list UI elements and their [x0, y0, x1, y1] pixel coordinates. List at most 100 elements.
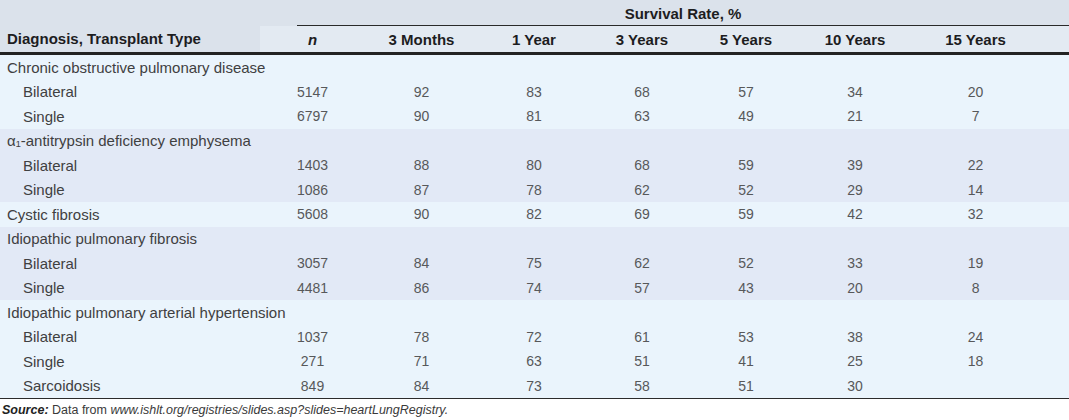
value-cell: 72: [478, 325, 590, 350]
value-cell: 42: [798, 202, 912, 227]
value-cell: 22: [912, 153, 1069, 178]
diagnosis-cell: Single: [0, 349, 260, 374]
table-row: Sarcoidosis8498473585130: [0, 374, 1069, 399]
value-cell: 86: [365, 276, 478, 301]
value-cell: 18: [912, 349, 1069, 374]
value-cell: 5608: [260, 202, 365, 227]
value-cell: 78: [365, 325, 478, 350]
value-cell: 41: [694, 349, 798, 374]
value-cell: [365, 300, 478, 325]
value-cell: 1403: [260, 153, 365, 178]
spanner-row: Diagnosis, Transplant Type Survival Rate…: [0, 0, 1069, 26]
value-cell: [365, 129, 478, 154]
value-cell: 4481: [260, 276, 365, 301]
value-cell: [260, 54, 365, 80]
table-row: Single448186745743208: [0, 276, 1069, 301]
value-cell: [365, 54, 478, 80]
source-note: Source: Data from www.ishlt.org/registri…: [0, 399, 1069, 417]
value-cell: 24: [912, 325, 1069, 350]
value-cell: 3057: [260, 251, 365, 276]
value-cell: 34: [798, 80, 912, 105]
value-cell: 25: [798, 349, 912, 374]
diagnosis-cell: Bilateral: [0, 251, 260, 276]
value-cell: 68: [590, 80, 694, 105]
value-cell: 75: [478, 251, 590, 276]
diagnosis-cell: Idiopathic pulmonary fibrosis: [0, 227, 260, 252]
value-cell: [912, 129, 1069, 154]
value-cell: 81: [478, 104, 590, 129]
value-cell: 29: [798, 178, 912, 203]
source-label: Source:: [2, 403, 49, 417]
value-cell: 14: [912, 178, 1069, 203]
value-cell: 20: [912, 80, 1069, 105]
value-cell: [694, 227, 798, 252]
value-cell: 39: [798, 153, 912, 178]
value-cell: 57: [590, 276, 694, 301]
diagnosis-cell: Bilateral: [0, 325, 260, 350]
value-cell: 1086: [260, 178, 365, 203]
value-cell: [798, 227, 912, 252]
column-header-15-years: 15 Years: [912, 26, 1069, 54]
value-cell: [798, 300, 912, 325]
value-cell: 58: [590, 374, 694, 399]
value-cell: 74: [478, 276, 590, 301]
value-cell: [912, 374, 1069, 399]
diagnosis-cell: Single: [0, 276, 260, 301]
value-cell: [590, 129, 694, 154]
table-row: Cystic fibrosis5608908269594232: [0, 202, 1069, 227]
diagnosis-cell: Cystic fibrosis: [0, 202, 260, 227]
column-header-10-years: 10 Years: [798, 26, 912, 54]
value-cell: [478, 300, 590, 325]
value-cell: 57: [694, 80, 798, 105]
value-cell: 8: [912, 276, 1069, 301]
value-cell: 21: [798, 104, 912, 129]
table-row: Bilateral1037787261533824: [0, 325, 1069, 350]
value-cell: 51: [694, 374, 798, 399]
survival-rate-spanner-label: Survival Rate, %: [297, 0, 1069, 26]
diagnosis-cell: Sarcoidosis: [0, 374, 260, 399]
value-cell: 69: [590, 202, 694, 227]
source-text: Data from: [49, 403, 111, 417]
value-cell: [478, 227, 590, 252]
table-row: Bilateral1403888068593922: [0, 153, 1069, 178]
table-figure: Diagnosis, Transplant Type Survival Rate…: [0, 0, 1069, 420]
value-cell: 1037: [260, 325, 365, 350]
value-cell: [798, 129, 912, 154]
value-cell: [694, 129, 798, 154]
diagnosis-cell: α₁-antitrypsin deficiency emphysema: [0, 129, 260, 154]
value-cell: 20: [798, 276, 912, 301]
value-cell: 61: [590, 325, 694, 350]
value-cell: 52: [694, 251, 798, 276]
diagnosis-cell: Bilateral: [0, 80, 260, 105]
value-cell: 62: [590, 178, 694, 203]
value-cell: 52: [694, 178, 798, 203]
value-cell: [365, 227, 478, 252]
value-cell: 51: [590, 349, 694, 374]
value-cell: 84: [365, 251, 478, 276]
value-cell: 49: [694, 104, 798, 129]
value-cell: [912, 227, 1069, 252]
value-cell: 43: [694, 276, 798, 301]
value-cell: [590, 54, 694, 80]
column-header-3-years: 3 Years: [590, 26, 694, 54]
table-header: Diagnosis, Transplant Type Survival Rate…: [0, 0, 1069, 54]
column-header-3-months: 3 Months: [365, 26, 478, 54]
value-cell: 90: [365, 202, 478, 227]
table-row: Bilateral5147928368573420: [0, 80, 1069, 105]
value-cell: 90: [365, 104, 478, 129]
value-cell: [694, 54, 798, 80]
diagnosis-cell: Single: [0, 178, 260, 203]
value-cell: [260, 129, 365, 154]
value-cell: 53: [694, 325, 798, 350]
value-cell: 82: [478, 202, 590, 227]
value-cell: 19: [912, 251, 1069, 276]
survival-table: Diagnosis, Transplant Type Survival Rate…: [0, 0, 1069, 399]
value-cell: 63: [590, 104, 694, 129]
value-cell: 38: [798, 325, 912, 350]
value-cell: 83: [478, 80, 590, 105]
value-cell: 71: [365, 349, 478, 374]
value-cell: 78: [478, 178, 590, 203]
value-cell: [590, 227, 694, 252]
table-row: Idiopathic pulmonary fibrosis: [0, 227, 1069, 252]
value-cell: 849: [260, 374, 365, 399]
